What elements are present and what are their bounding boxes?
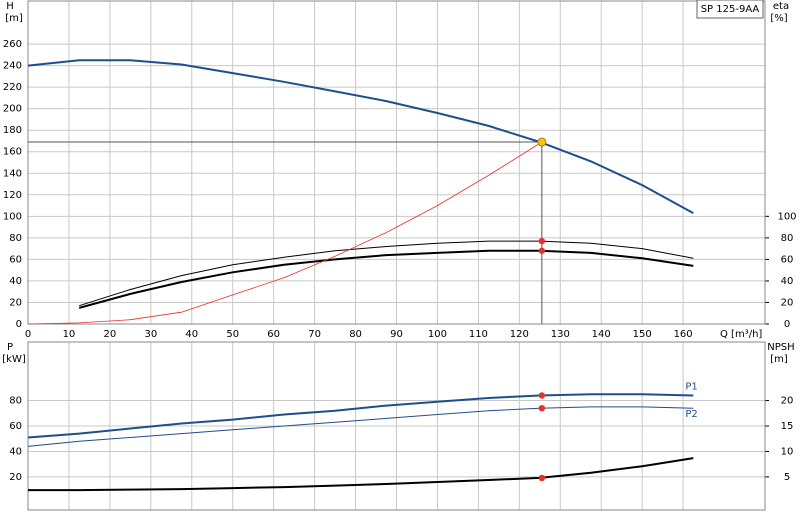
duty-point — [538, 474, 546, 482]
chart-title: SP 125-9AA — [701, 4, 760, 15]
duty-point — [538, 237, 546, 245]
x-tick-label: 160 — [674, 329, 693, 340]
curve-label: P2 — [685, 409, 697, 420]
y-tick-label: 0 — [16, 319, 22, 330]
y-tick-label: 260 — [3, 39, 22, 50]
x-tick-label: 50 — [226, 329, 239, 340]
y-tick-label: 20 — [9, 297, 22, 308]
curve — [27, 406, 694, 447]
y-tick-label: 140 — [3, 168, 22, 179]
curve — [28, 457, 694, 492]
y2-tick-label: 60 — [781, 254, 794, 265]
plot-frame — [27, 0, 766, 325]
y-tick-label: 80 — [9, 396, 22, 407]
x-tick-label: 60 — [267, 329, 280, 340]
y-axis-label: H — [6, 1, 14, 12]
y-tick-label: 200 — [3, 104, 22, 115]
y2-axis-label: NPSH — [767, 342, 794, 353]
x-tick-label: 90 — [390, 329, 403, 340]
y2-tick-label: 10 — [781, 446, 794, 457]
x-tick-label: 40 — [185, 329, 198, 340]
y2-axis-label: eta — [773, 1, 789, 12]
y-tick-label: 220 — [3, 82, 22, 93]
x-tick-label: 80 — [349, 329, 362, 340]
y-axis-label: P — [7, 342, 13, 353]
y-tick-label: 180 — [3, 125, 22, 136]
y-tick-label: 60 — [9, 421, 22, 432]
y2-axis-unit: [m] — [770, 354, 788, 365]
x-tick-label: 20 — [104, 329, 117, 340]
curve — [27, 141, 543, 325]
title-box — [696, 0, 764, 19]
curve — [78, 249, 694, 309]
y-tick-label: 120 — [3, 190, 22, 201]
x-tick-label: 30 — [144, 329, 157, 340]
y2-axis-unit: [%] — [770, 13, 787, 24]
y-axis-unit: [kW] — [2, 354, 26, 365]
x-tick-label: 140 — [592, 329, 611, 340]
duty-point — [537, 137, 547, 147]
duty-point — [538, 392, 546, 399]
x-tick-label: 0 — [25, 329, 31, 340]
x-tick-label: 110 — [469, 329, 488, 340]
curve — [27, 59, 694, 214]
duty-point — [538, 404, 546, 412]
y-tick-label: 20 — [9, 472, 22, 483]
x-tick-label: 120 — [510, 329, 529, 340]
x-tick-label: 70 — [308, 329, 321, 340]
y2-tick-label: 0 — [784, 319, 790, 330]
y2-tick-label: 80 — [781, 233, 794, 244]
y-tick-label: 60 — [9, 254, 22, 265]
y-tick-label: 80 — [9, 233, 22, 244]
y-axis-unit: [m] — [5, 13, 23, 24]
y2-tick-label: 20 — [781, 396, 794, 407]
y2-tick-label: 100 — [777, 211, 796, 222]
y2-tick-label: 5 — [784, 472, 790, 483]
x-tick-label: 100 — [428, 329, 447, 340]
x-axis-label: Q [m³/h] — [720, 329, 762, 340]
curve-label: P1 — [685, 381, 697, 392]
x-tick-label: 130 — [551, 329, 570, 340]
y2-tick-label: 15 — [781, 421, 794, 432]
y-tick-label: 160 — [3, 147, 22, 158]
duty-point — [538, 247, 546, 254]
curve — [27, 393, 694, 439]
y-tick-label: 240 — [3, 61, 22, 72]
y-tick-label: 40 — [9, 276, 22, 287]
curve — [79, 240, 694, 307]
x-tick-label: 10 — [63, 329, 76, 340]
y-tick-label: 100 — [3, 211, 22, 222]
y2-tick-label: 20 — [781, 297, 794, 308]
plot-frame — [27, 341, 766, 511]
x-tick-label: 150 — [633, 329, 652, 340]
y2-tick-label: 40 — [781, 276, 794, 287]
y-tick-label: 40 — [9, 446, 22, 457]
